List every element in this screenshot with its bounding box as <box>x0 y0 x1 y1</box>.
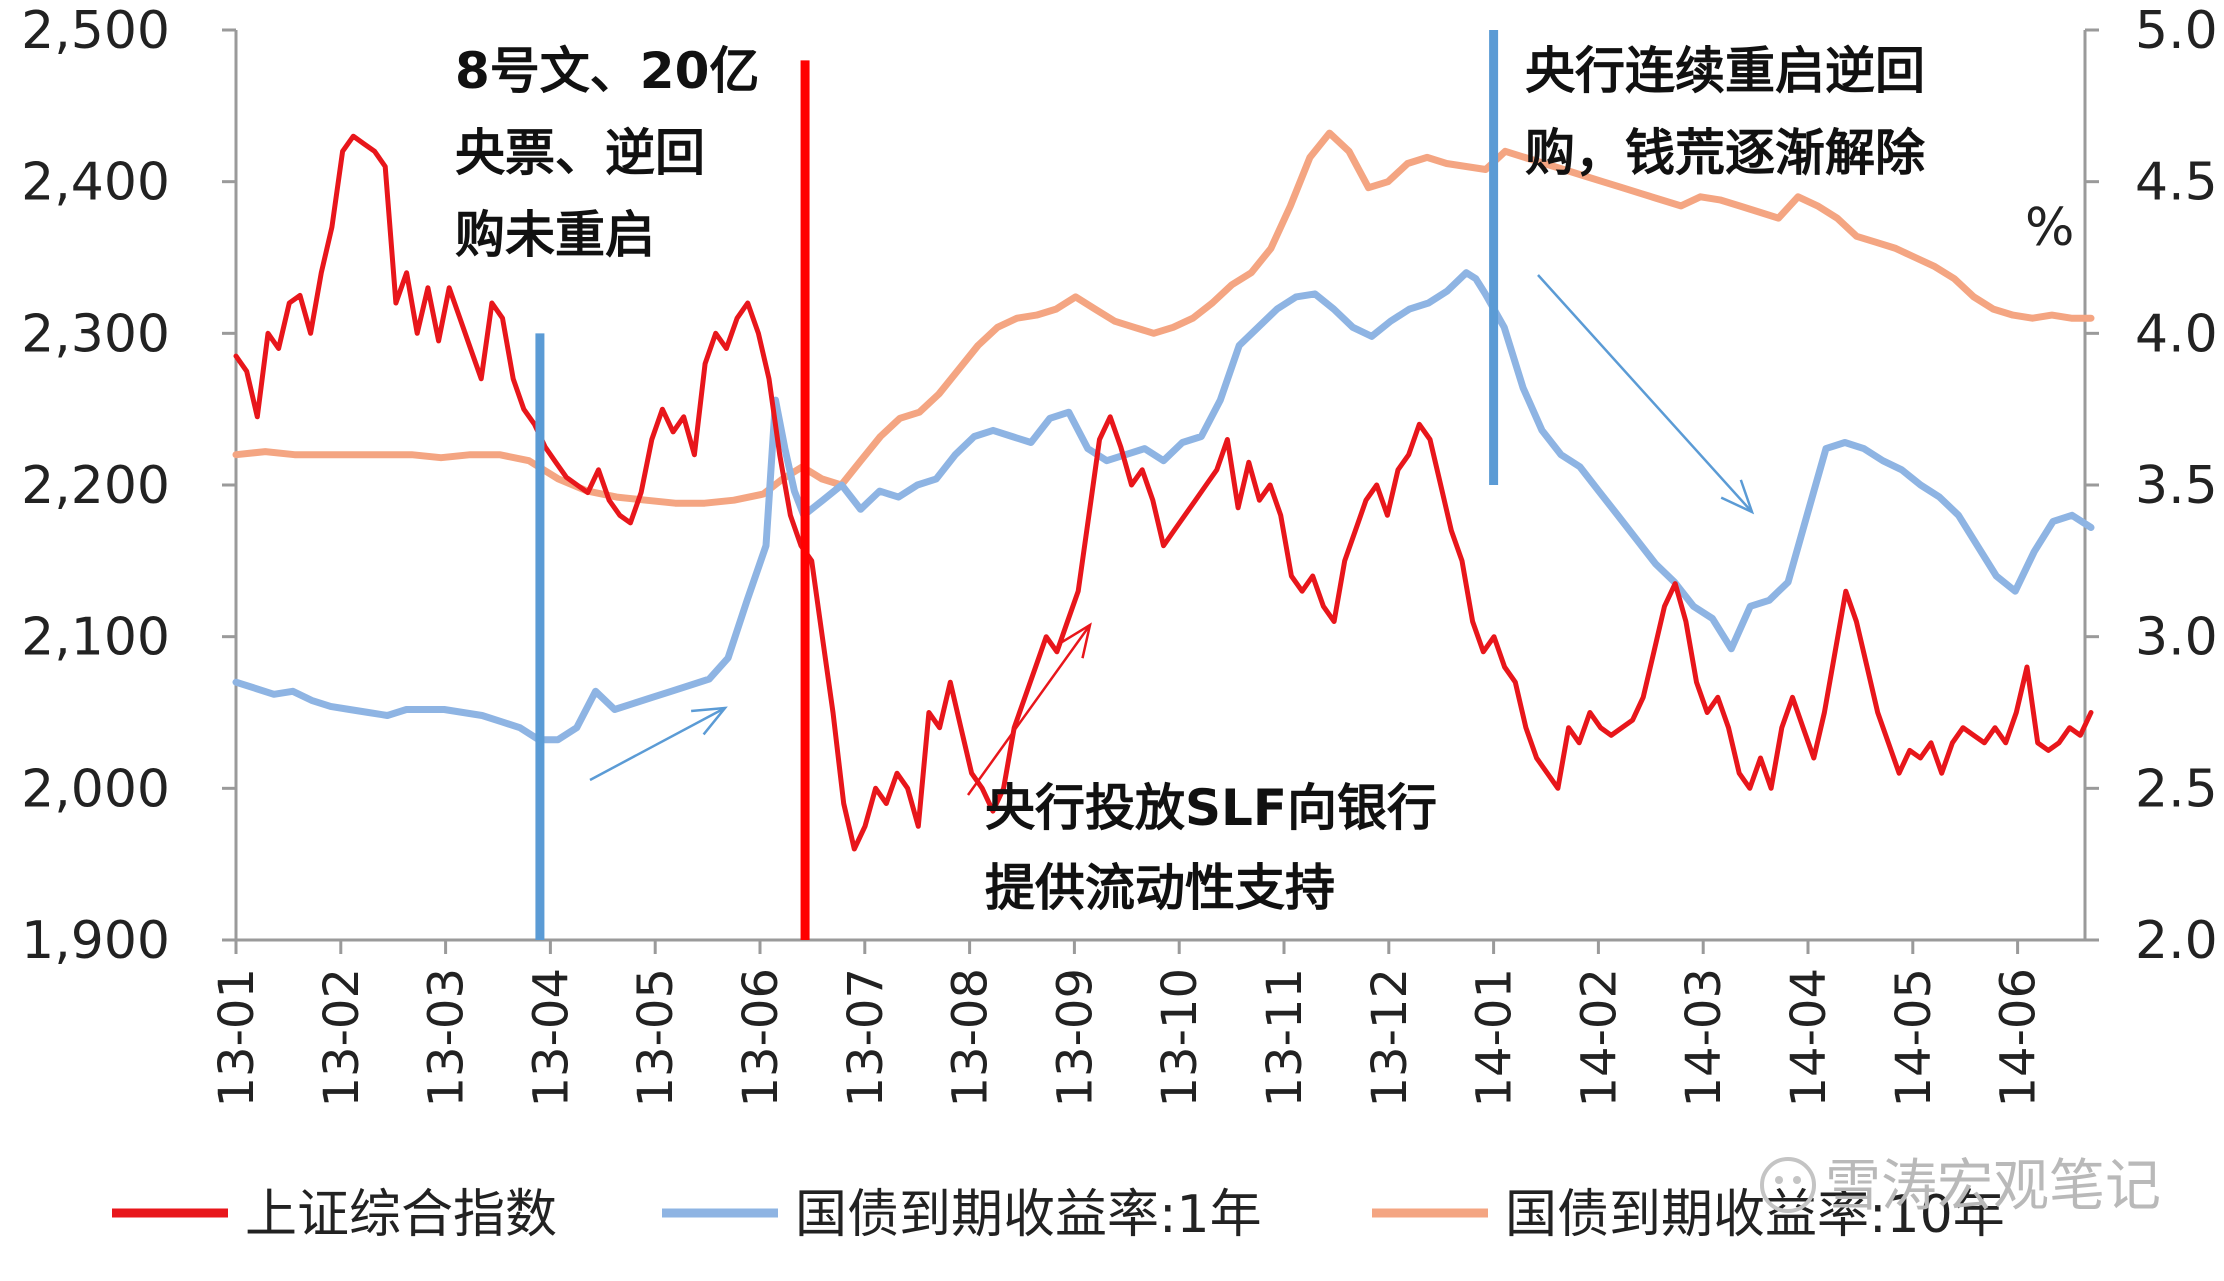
series-layer <box>232 129 2095 852</box>
series-line-1y-yield <box>232 269 2095 744</box>
wechat-icon <box>1760 1157 1816 1213</box>
x-tick-label: 13-01 <box>209 968 265 1107</box>
y-left-tick-label: 2,300 <box>21 304 170 364</box>
x-ticks: 13-01 13-02 13-03 13-04 13-05 13-06 13-07 13-08… <box>209 940 2047 1107</box>
svg-text:雪涛宏观笔记: 雪涛宏观笔记 <box>1825 1154 2161 1219</box>
x-tick-label: 13-10 <box>1152 968 1208 1107</box>
reference-lines <box>535 30 1499 940</box>
legend: 上证综合指数 国债到期收益率:1年 国债到期收益率:10年 <box>112 1185 2005 1245</box>
x-tick-label: 13-08 <box>943 968 999 1107</box>
y-right-tick-label: 4.5 <box>2135 153 2218 213</box>
series-line-shanghai-index <box>233 133 2094 852</box>
y-left-tick-label: 2,100 <box>21 608 170 668</box>
svg-text:提供流动性支持: 提供流动性支持 <box>985 859 1335 917</box>
x-tick-label: 13-02 <box>314 968 370 1107</box>
trend-arrows <box>589 274 1755 796</box>
y-right-tick-label: 3.0 <box>2135 608 2218 668</box>
svg-text:购，钱荒逐渐解除: 购，钱荒逐渐解除 <box>1525 124 1926 182</box>
svg-text:央票、逆回: 央票、逆回 <box>455 124 705 182</box>
arrow-yield-rise <box>589 706 728 782</box>
x-tick-label: 13-06 <box>733 968 789 1107</box>
x-tick-label: 14-05 <box>1886 968 1942 1107</box>
arrow-yield-fall-shaft <box>1537 274 1753 513</box>
arrow-yield-rise-head <box>691 706 728 736</box>
svg-text:8号文、20亿: 8号文、20亿 <box>455 42 759 100</box>
series-line-10y-yield <box>232 129 2095 507</box>
annotation-8hao: 8号文、20亿 央票、逆回 购未重启 <box>455 42 759 264</box>
y-right-tick-label: 2.0 <box>2135 911 2218 971</box>
y-right-tick-label: 4.0 <box>2135 304 2218 364</box>
y-right-tick-label: 3.5 <box>2135 456 2218 516</box>
right-axis-unit: % <box>2025 198 2074 258</box>
arrow-yield-fall-head <box>1720 479 1755 515</box>
y-left-tick-label: 2,500 <box>21 1 170 61</box>
y-right-ticks: 2.0 2.5 3.0 3.5 4.0 4.5 5.0 <box>2085 1 2218 971</box>
x-tick-label: 13-07 <box>838 968 894 1107</box>
arrow-index-rise-head <box>1060 622 1092 659</box>
x-tick-label: 13-09 <box>1047 968 1103 1107</box>
y-left-tick-label: 2,400 <box>21 153 170 213</box>
y-left-tick-label: 2,000 <box>21 759 170 819</box>
annotation-reverse-repo: 央行连续重启逆回 购，钱荒逐渐解除 <box>1525 42 1926 182</box>
y-left-tick-label: 1,900 <box>21 911 170 971</box>
x-tick-label: 13-04 <box>523 968 579 1107</box>
y-right-tick-label: 2.5 <box>2135 759 2218 819</box>
legend-label-1y: 国债到期收益率:1年 <box>795 1185 1262 1245</box>
annotation-slf: 央行投放SLF向银行 提供流动性支持 <box>985 779 1437 917</box>
x-tick-label: 13-12 <box>1362 968 1418 1107</box>
watermark: 雪涛宏观笔记 <box>1760 1154 2161 1219</box>
svg-text:央行连续重启逆回: 央行连续重启逆回 <box>1525 42 1925 100</box>
x-tick-label: 14-01 <box>1467 968 1523 1107</box>
arrow-yield-fall <box>1537 274 1755 515</box>
arrow-yield-rise-shaft <box>589 706 726 782</box>
svg-text:央行投放SLF向银行: 央行投放SLF向银行 <box>985 779 1437 837</box>
legend-label-shanghai: 上证综合指数 <box>245 1185 557 1245</box>
y-left-ticks: 1,900 2,000 2,100 2,200 2,300 2,400 2,500 <box>21 1 236 971</box>
y-right-tick-label: 5.0 <box>2135 1 2218 61</box>
x-tick-label: 14-03 <box>1676 968 1732 1107</box>
arrow-index-rise-shaft <box>966 624 1092 796</box>
x-tick-label: 13-05 <box>628 968 684 1107</box>
svg-text:购未重启: 购未重启 <box>455 206 655 264</box>
wechat-icon-eye <box>1793 1176 1801 1184</box>
x-tick-label: 14-04 <box>1781 968 1837 1107</box>
legend-label-10y: 国债到期收益率:10年 <box>1505 1185 2005 1245</box>
y-left-tick-label: 2,200 <box>21 456 170 516</box>
wechat-icon-eye <box>1775 1176 1783 1184</box>
x-tick-label: 13-03 <box>419 968 475 1107</box>
x-tick-label: 13-11 <box>1257 968 1313 1107</box>
x-tick-label: 14-02 <box>1571 968 1627 1107</box>
x-tick-label: 14-06 <box>1991 968 2047 1107</box>
arrow-index-rise <box>966 622 1092 796</box>
